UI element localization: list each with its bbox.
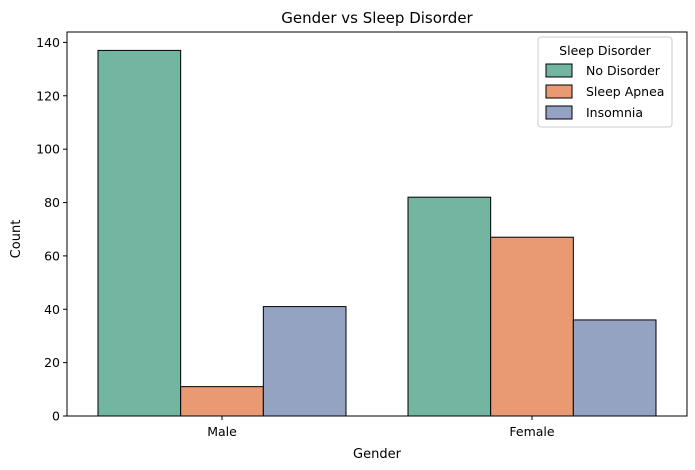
y-tick-label: 20 xyxy=(44,355,60,370)
bar-insomnia-female xyxy=(572,319,657,417)
legend-label: Insomnia xyxy=(586,105,643,120)
x-axis-label: Gender xyxy=(353,447,402,462)
legend-label: No Disorder xyxy=(586,63,661,78)
plot-frame xyxy=(66,31,688,417)
legend-swatch xyxy=(545,63,573,78)
x-tick-label: Male xyxy=(207,424,237,439)
legend-swatch xyxy=(545,84,573,99)
bar-no-disorder-female xyxy=(407,196,492,417)
legend-frame xyxy=(537,36,673,128)
y-tick-label: 60 xyxy=(44,248,60,263)
y-tick-label: 140 xyxy=(36,35,60,50)
y-tick-label: 100 xyxy=(36,142,60,157)
legend: Sleep Disorder No Disorder Sleep Apnea Ins… xyxy=(537,36,673,128)
legend-label: Sleep Apnea xyxy=(586,84,664,99)
y-axis-ticks: 0 20 40 60 80 100 120 140 xyxy=(36,35,67,424)
y-tick-label: 120 xyxy=(36,88,60,103)
y-tick-label: 80 xyxy=(44,195,60,210)
y-tick-label: 0 xyxy=(52,409,60,424)
bar-sleep-apnea-male xyxy=(180,386,264,417)
y-tick-label: 40 xyxy=(44,302,60,317)
legend-title: Sleep Disorder xyxy=(559,43,651,58)
bar-sleep-apnea-female xyxy=(490,236,574,417)
y-axis-label: Count xyxy=(9,220,24,259)
bar-insomnia-male xyxy=(262,306,347,417)
x-tick-label: Female xyxy=(509,424,555,439)
bar-no-disorder-male xyxy=(97,49,182,417)
legend-swatch xyxy=(545,105,573,120)
chart-title: Gender vs Sleep Disorder xyxy=(281,9,473,27)
x-axis-ticks: Male Female xyxy=(207,416,555,439)
legend-items: No Disorder Sleep Apnea Insomnia xyxy=(545,63,664,120)
